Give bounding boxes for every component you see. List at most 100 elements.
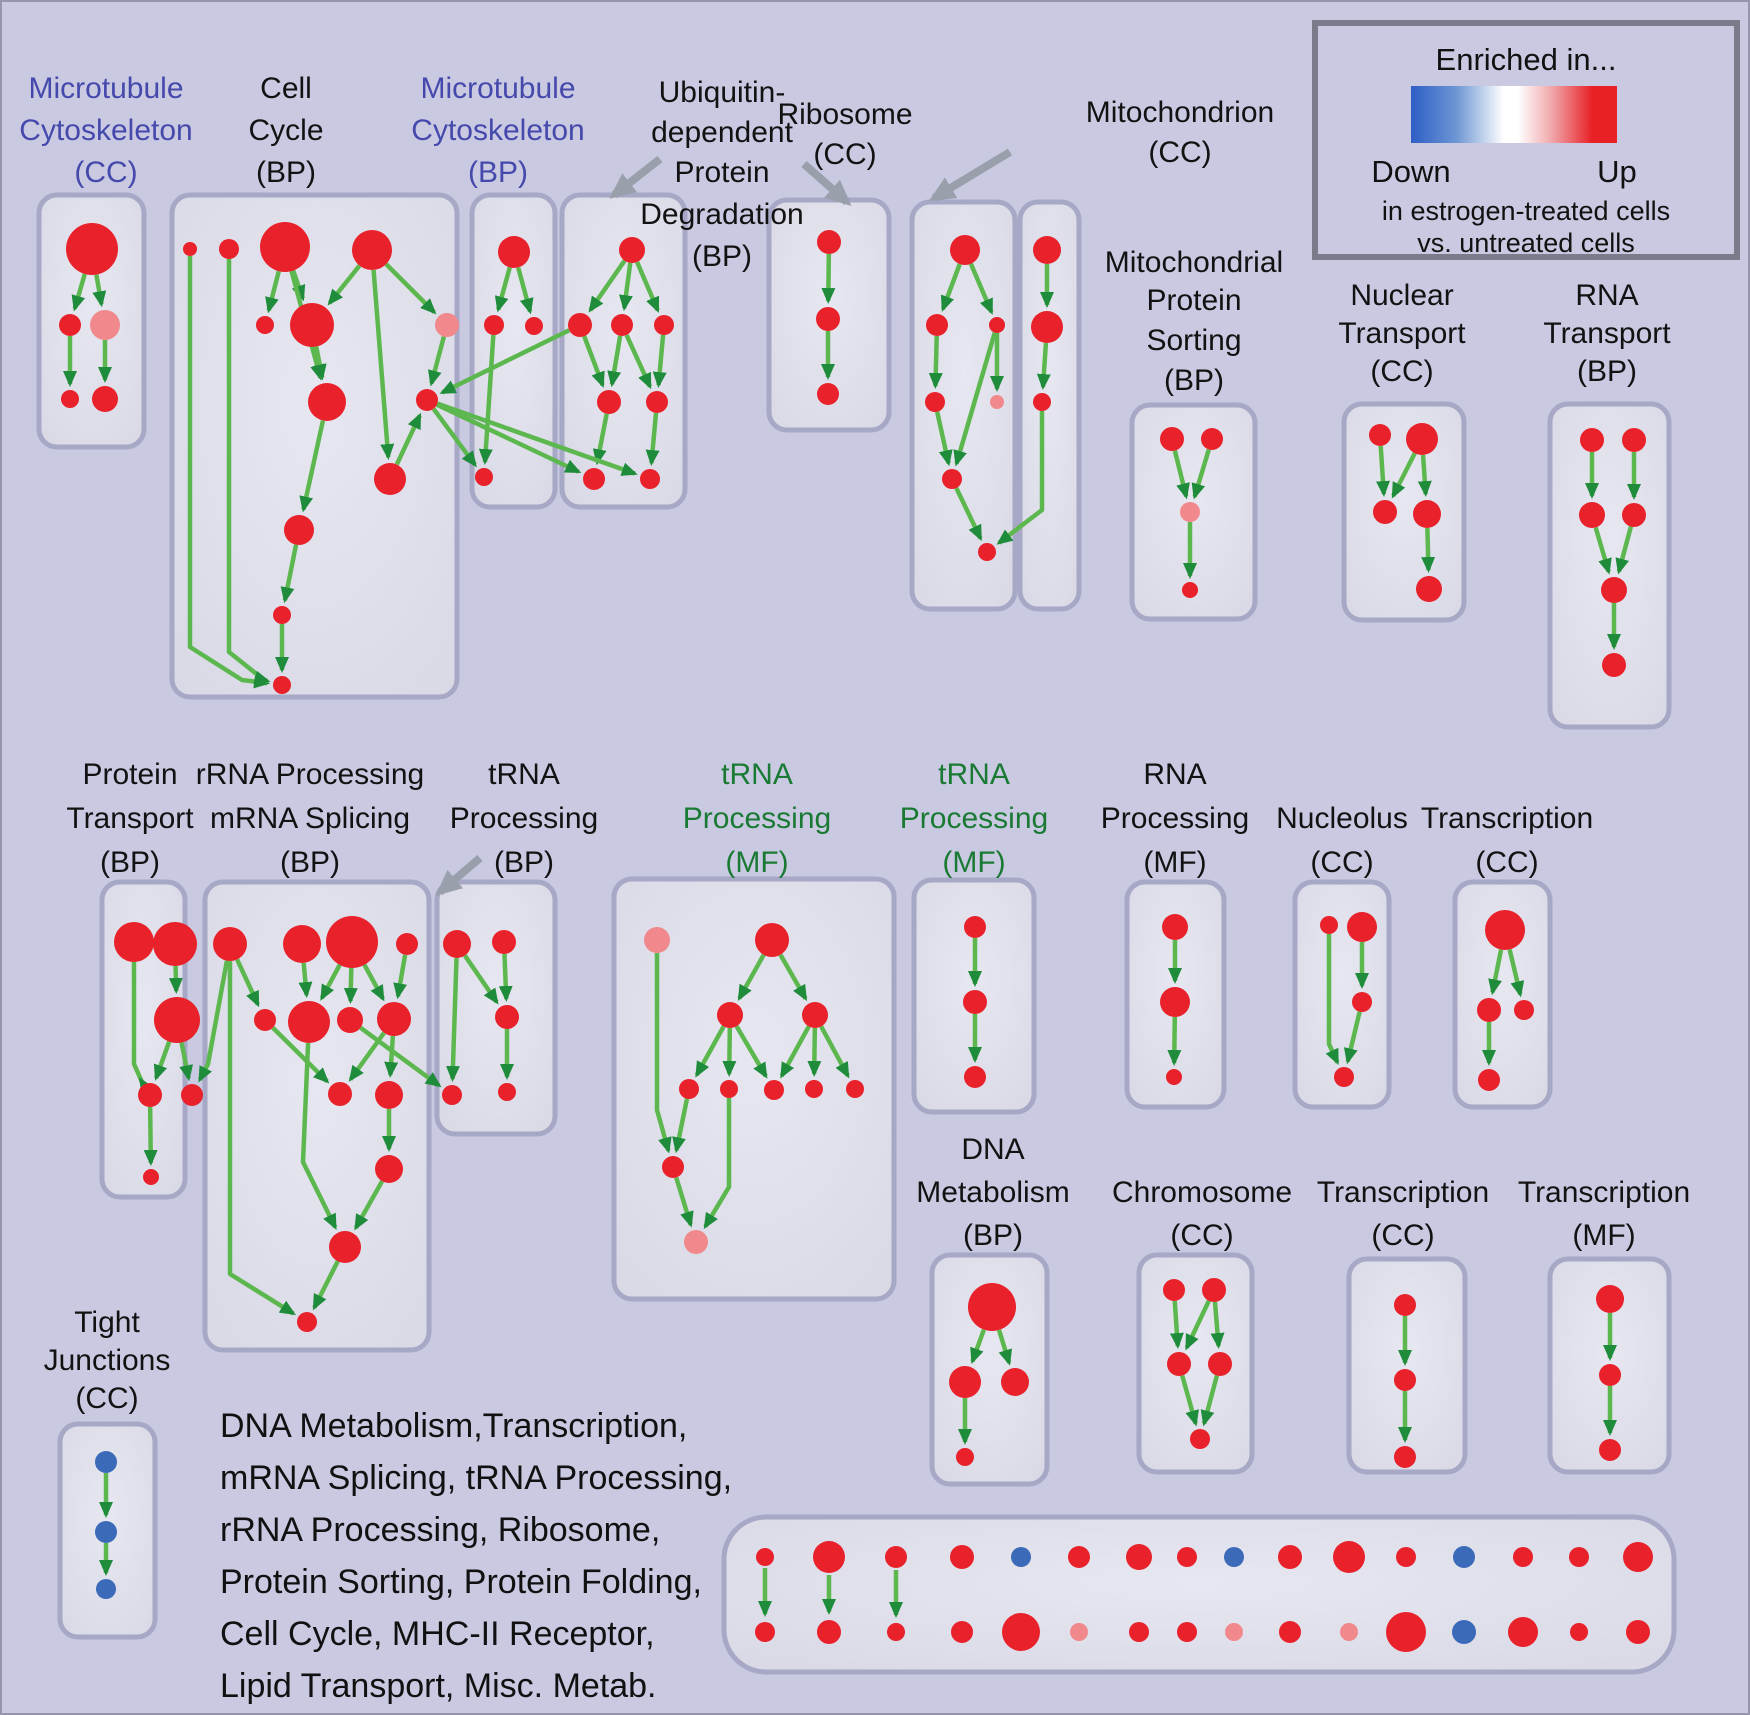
go-term-node (90, 310, 120, 340)
go-term-node (326, 916, 378, 968)
edge-arrow (431, 407, 477, 468)
go-term-node (1162, 914, 1188, 940)
edge-arrow (654, 953, 672, 1154)
go-term-node (1011, 1547, 1031, 1567)
go-term-node (816, 307, 840, 331)
legend-box: Enriched in... Down Up in estrogen-treat… (1312, 20, 1740, 260)
cluster-label-transcription-mf-bottom: Transcription (1518, 1176, 1690, 1209)
go-term-node (756, 1548, 774, 1566)
go-term-node (1126, 1544, 1152, 1570)
go-term-node (684, 1230, 708, 1254)
cluster-label-protein-transport-bp: Protein (82, 758, 177, 791)
edge-arrow (197, 960, 230, 1083)
go-term-node (813, 1541, 845, 1573)
edge-arrow (445, 957, 460, 1083)
cluster-label-dna-metabolism-bp: Metabolism (916, 1176, 1069, 1209)
go-term-node (374, 463, 406, 495)
cluster-box-nuct (1341, 401, 1467, 623)
go-term-node (328, 1082, 352, 1106)
cluster-box-rnat (1547, 401, 1672, 730)
go-term-node (492, 930, 516, 954)
go-term-node (92, 386, 118, 412)
cluster-label-rrna-processing-mrna-splicing-bp: rRNA Processing (196, 758, 424, 791)
go-term-node (59, 314, 81, 336)
go-term-node (717, 1002, 743, 1028)
edge-arrow (439, 328, 571, 395)
edge-arrow (280, 544, 299, 604)
go-term-node (1602, 653, 1626, 677)
edge-arrow (1488, 949, 1504, 996)
go-term-node (1394, 1446, 1416, 1468)
edge-arrow (722, 1027, 737, 1078)
cluster-label-dna-metabolism-bp: DNA (961, 1133, 1024, 1166)
ungrouped-terms-line: Protein Sorting, Protein Folding, (220, 1563, 702, 1601)
edge-arrow (672, 1098, 690, 1154)
cluster-label-nucleolus-cc: Nucleolus (1276, 802, 1408, 835)
go-term-node (1334, 1067, 1354, 1087)
edge-arrow (954, 487, 983, 542)
edge-arrow (996, 411, 1045, 545)
cluster-label-ubiquitin-dependent-protein-degradation-bp: Ubiquitin- (659, 76, 786, 109)
go-term-node (1623, 1542, 1653, 1572)
go-term-node (885, 1546, 907, 1568)
cluster-box-dm (929, 1252, 1050, 1487)
edge-arrow (362, 963, 385, 1002)
edge-arrow (1167, 1016, 1182, 1067)
ubiquitin-right-arrow (801, 161, 852, 206)
edge-arrow (970, 1328, 986, 1365)
cluster-label-ubiquitin-dependent-protein-degradation-bp: (BP) (692, 240, 752, 273)
cluster-label-mitochondrion-cc: Mitochondrion (1086, 96, 1274, 129)
go-term-node (95, 1451, 117, 1473)
cluster-box-cc (169, 192, 460, 700)
go-term-node (495, 1005, 519, 1029)
go-term-node (375, 1155, 403, 1183)
edge-arrow (92, 274, 107, 308)
cluster-label-ribosome-cc: (CC) (813, 138, 876, 171)
go-term-node (1394, 1369, 1416, 1391)
go-term-node (442, 1085, 462, 1105)
go-term-node (964, 1066, 986, 1088)
go-term-node (662, 1156, 684, 1178)
go-term-node (1002, 1613, 1040, 1651)
go-term-node (1622, 503, 1646, 527)
edge-arrow (478, 334, 496, 466)
go-term-node (1369, 424, 1391, 446)
go-term-node (989, 317, 1005, 333)
edge-arrow (619, 262, 633, 312)
cluster-label-transcription-cc-bottom: Transcription (1317, 1176, 1489, 1209)
go-term-node (611, 314, 633, 336)
go-term-node (273, 606, 291, 624)
cluster-label-nuclear-transport-cc: (CC) (1370, 355, 1433, 388)
go-term-node (1333, 1541, 1365, 1573)
edge-arrow (319, 963, 342, 1001)
go-term-node (1031, 311, 1063, 343)
go-term-node (219, 239, 239, 259)
go-term-node (1166, 1069, 1182, 1085)
cluster-label-cell-cycle-bp: (BP) (256, 156, 316, 189)
edge-arrow (1200, 1375, 1220, 1427)
go-term-node (416, 389, 438, 411)
edge-arrow (265, 270, 281, 314)
go-term-node (1477, 998, 1501, 1022)
cluster-label-microtubule-cytoskeleton-bp: Microtubule (420, 72, 575, 105)
go-term-node (1201, 428, 1223, 450)
go-term-node (568, 313, 592, 337)
edge-arrow (1391, 452, 1417, 499)
go-term-node (525, 317, 543, 335)
go-term-node (1513, 1547, 1533, 1567)
edge-arrow (226, 259, 271, 685)
ungrouped-terms-line: mRNA Splicing, tRNA Processing, (220, 1459, 733, 1497)
go-term-node (817, 230, 841, 254)
go-term-node (284, 515, 314, 545)
ubiquitin-left-arrow (609, 155, 663, 199)
edge-arrow (384, 1035, 399, 1079)
go-term-node (926, 314, 948, 336)
edge-arrow (227, 961, 296, 1316)
cluster-label-ribosome-cc: Ribosome (777, 98, 912, 131)
edge-arrow (393, 954, 408, 1000)
cluster-label-rrna-processing-mrna-splicing-bp: mRNA Splicing (210, 802, 410, 835)
cluster-label-trna-processing-bp: Processing (450, 802, 598, 835)
edge-arrow (968, 262, 994, 315)
go-term-node (283, 925, 321, 963)
go-term-node (435, 313, 459, 337)
